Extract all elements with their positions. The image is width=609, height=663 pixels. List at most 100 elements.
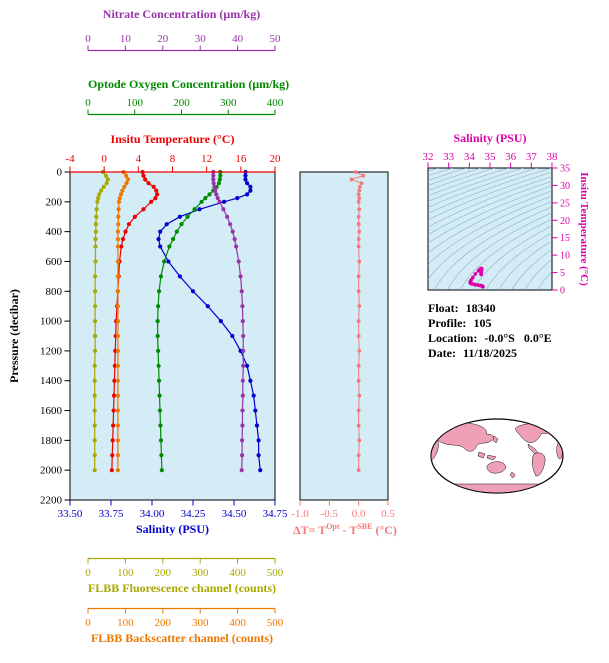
- profile-nitrate-marker: [240, 393, 245, 398]
- profile-temperature-marker: [151, 184, 156, 190]
- temperature-tick-label: 8: [170, 153, 176, 165]
- profile-oxygen-marker: [207, 192, 212, 197]
- delta-t-marker: [356, 274, 361, 279]
- pressure-tick-label: 1400: [40, 375, 63, 387]
- delta-t-marker: [356, 214, 361, 219]
- nitrate-tick-label: 40: [232, 33, 244, 45]
- profile-backscatter-marker: [115, 438, 121, 443]
- profile-oxygen-marker: [156, 348, 161, 354]
- temperature-tick-label: 12: [201, 153, 212, 165]
- delta-tick-label: 0.5: [381, 508, 395, 520]
- profile-salinity-marker: [158, 244, 163, 249]
- profile-fluorescence-marker: [93, 222, 98, 227]
- profile-temperature-marker: [153, 195, 158, 201]
- profile-oxygen-marker: [156, 363, 161, 368]
- profile-nitrate-marker: [211, 181, 216, 186]
- pressure-tick-label: 800: [46, 286, 63, 298]
- backscatter-tick-label: 100: [117, 617, 134, 629]
- profile-fluorescence-marker: [93, 333, 98, 339]
- ts-temperature-tick-label: 0: [560, 286, 565, 297]
- main-profile-panel: [69, 171, 276, 501]
- delta-t-marker: [356, 363, 361, 368]
- fluorescence-tick-label: 100: [117, 567, 134, 579]
- profile-nitrate-marker: [228, 222, 233, 227]
- profile-nitrate-marker: [241, 363, 246, 368]
- profile-nitrate-marker: [240, 423, 245, 428]
- profile-temperature-marker: [149, 199, 154, 204]
- profile-info-row: Profile: 105: [428, 316, 552, 331]
- profile-nitrate-marker: [241, 333, 246, 339]
- fluorescence-tick-label: 0: [85, 567, 91, 579]
- profile-backscatter-marker: [120, 188, 125, 193]
- density-isoline: [428, 176, 552, 228]
- float-number: 18340: [465, 301, 496, 315]
- profile-salinity-marker: [197, 207, 202, 212]
- profile-salinity: [156, 169, 263, 473]
- profile-temperature-marker: [154, 188, 159, 193]
- backscatter-axis-title: FLBB Backscatter channel (counts): [90, 631, 274, 645]
- profile-salinity-marker: [245, 363, 250, 368]
- profile-temperature-marker: [120, 236, 126, 242]
- delta-t-marker: [361, 173, 366, 178]
- profile-oxygen-marker: [155, 318, 160, 324]
- oxygen-tick-label: 100: [127, 97, 144, 109]
- salinity-tick-label: 34.00: [140, 508, 165, 520]
- profile-fluorescence-marker: [98, 188, 104, 193]
- profile-temperature-marker: [141, 173, 146, 178]
- profile-salinity-marker: [245, 181, 250, 186]
- delta-t-marker: [357, 229, 362, 234]
- delta-t-axis-title: ΔT= TOpt - TSBE (°C): [274, 520, 416, 537]
- fluorescence-tick-label: 400: [229, 567, 246, 579]
- profile-oxygen-marker: [159, 468, 164, 473]
- profile-oxygen-marker: [155, 333, 160, 339]
- pressure-tick-label: 1800: [40, 435, 63, 447]
- delta-t-series: [349, 170, 366, 473]
- profile-number: 105: [473, 316, 492, 330]
- pressure-tick-label: 1000: [40, 316, 63, 328]
- fluorescence-tick-label: 500: [267, 567, 284, 579]
- profile-nitrate: [211, 169, 246, 473]
- density-isoline: [428, 171, 552, 221]
- delta-title-sup-opt: Opt: [326, 522, 340, 531]
- profile-backscatter-marker: [115, 408, 121, 413]
- profile-backscatter-marker: [115, 304, 121, 309]
- density-isoline: [428, 168, 539, 208]
- profile-salinity-marker: [258, 468, 263, 473]
- profile-salinity-marker: [235, 195, 240, 201]
- ts-temperature-tick-label: 30: [560, 181, 570, 192]
- nitrate-tick-label: 0: [85, 33, 91, 45]
- profile-temperature-marker: [112, 363, 117, 368]
- profile-fluorescence-marker: [93, 318, 98, 324]
- profile-temperature-marker: [132, 214, 138, 219]
- backscatter-tick-label: 400: [229, 617, 246, 629]
- profile-fluorescence-marker: [101, 184, 106, 190]
- delta-t-marker: [356, 289, 361, 294]
- density-isoline: [428, 168, 496, 191]
- profile-temperature: [109, 169, 160, 473]
- profile-temperature-marker: [155, 192, 160, 197]
- delta-title-pre: ΔT= T: [293, 523, 327, 537]
- profile-salinity-marker: [243, 177, 248, 182]
- salinity-tick-label: 34.50: [222, 508, 247, 520]
- profile-backscatter-marker: [124, 173, 129, 178]
- profile-oxygen-marker: [179, 222, 184, 227]
- density-isoline: [428, 168, 482, 186]
- nitrate-tick-label: 30: [195, 33, 207, 45]
- density-isoline: [428, 168, 454, 177]
- profile-nitrate-marker: [234, 244, 239, 249]
- delta-t-marker: [357, 259, 362, 264]
- map-landmass: [532, 452, 546, 477]
- pressure-tick-label: 0: [57, 167, 63, 179]
- profile-backscatter-marker: [115, 289, 121, 294]
- profile-fluorescence-marker: [93, 236, 98, 242]
- delta-t-marker: [357, 393, 362, 398]
- profile-temperature-marker: [123, 229, 128, 234]
- ts-salinity-tick-label: 36: [505, 151, 517, 163]
- delta-t-marker: [356, 468, 361, 473]
- oxygen-tick-label: 200: [173, 97, 190, 109]
- delta-t-marker: [356, 408, 361, 413]
- float-label: Float:: [428, 301, 459, 315]
- profile-salinity-marker: [254, 423, 260, 428]
- density-isoline: [428, 180, 552, 236]
- profile-backscatter-marker: [115, 274, 121, 279]
